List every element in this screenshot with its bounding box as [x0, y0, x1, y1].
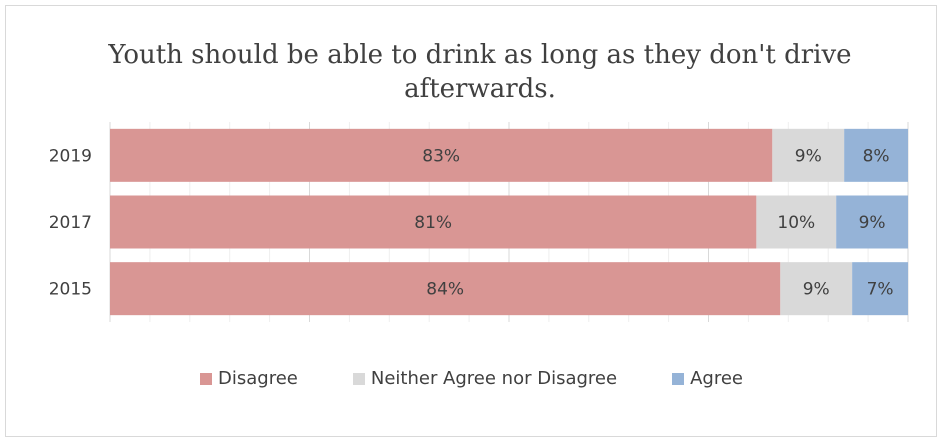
legend-swatch-disagree	[200, 372, 212, 385]
data-label: 10%	[777, 213, 815, 233]
bar-segment	[780, 262, 853, 316]
legend-label-neither: Neither Agree nor Disagree	[370, 368, 618, 389]
legend-label-disagree: Disagree	[218, 368, 298, 389]
category-tick-label: 2019	[49, 146, 92, 166]
bar-segment	[110, 128, 773, 182]
data-label: 9%	[795, 146, 822, 166]
data-label: 7%	[867, 280, 894, 300]
data-label: 84%	[426, 280, 464, 300]
bar-segment	[772, 128, 845, 182]
data-label: 8%	[863, 146, 890, 166]
legend-swatch-neither	[352, 372, 365, 385]
bar-segment	[110, 195, 757, 249]
data-label: 9%	[803, 280, 830, 300]
category-tick-label: 2017	[49, 213, 92, 233]
category-tick-label: 2015	[49, 280, 92, 300]
legend-item-disagree: Disagree	[200, 368, 298, 389]
bar-segment	[844, 128, 908, 182]
bar-segment	[836, 195, 908, 249]
bar-segment	[756, 195, 837, 249]
chart-title: Youth should be able to drink as long as…	[108, 40, 852, 104]
legend-label-agree: Agree	[690, 368, 743, 389]
legend-item-agree: Agree	[672, 368, 743, 389]
bar-segment	[852, 262, 908, 316]
data-label: 83%	[422, 146, 460, 166]
data-label: 81%	[414, 213, 452, 233]
legend-swatch-agree	[672, 372, 685, 385]
legend-item-neither: Neither Agree nor Disagree	[352, 368, 618, 389]
bar-segment	[110, 262, 781, 316]
data-label: 9%	[859, 213, 886, 233]
legend: Disagree Neither Agree nor Disagree Agre…	[0, 368, 943, 389]
